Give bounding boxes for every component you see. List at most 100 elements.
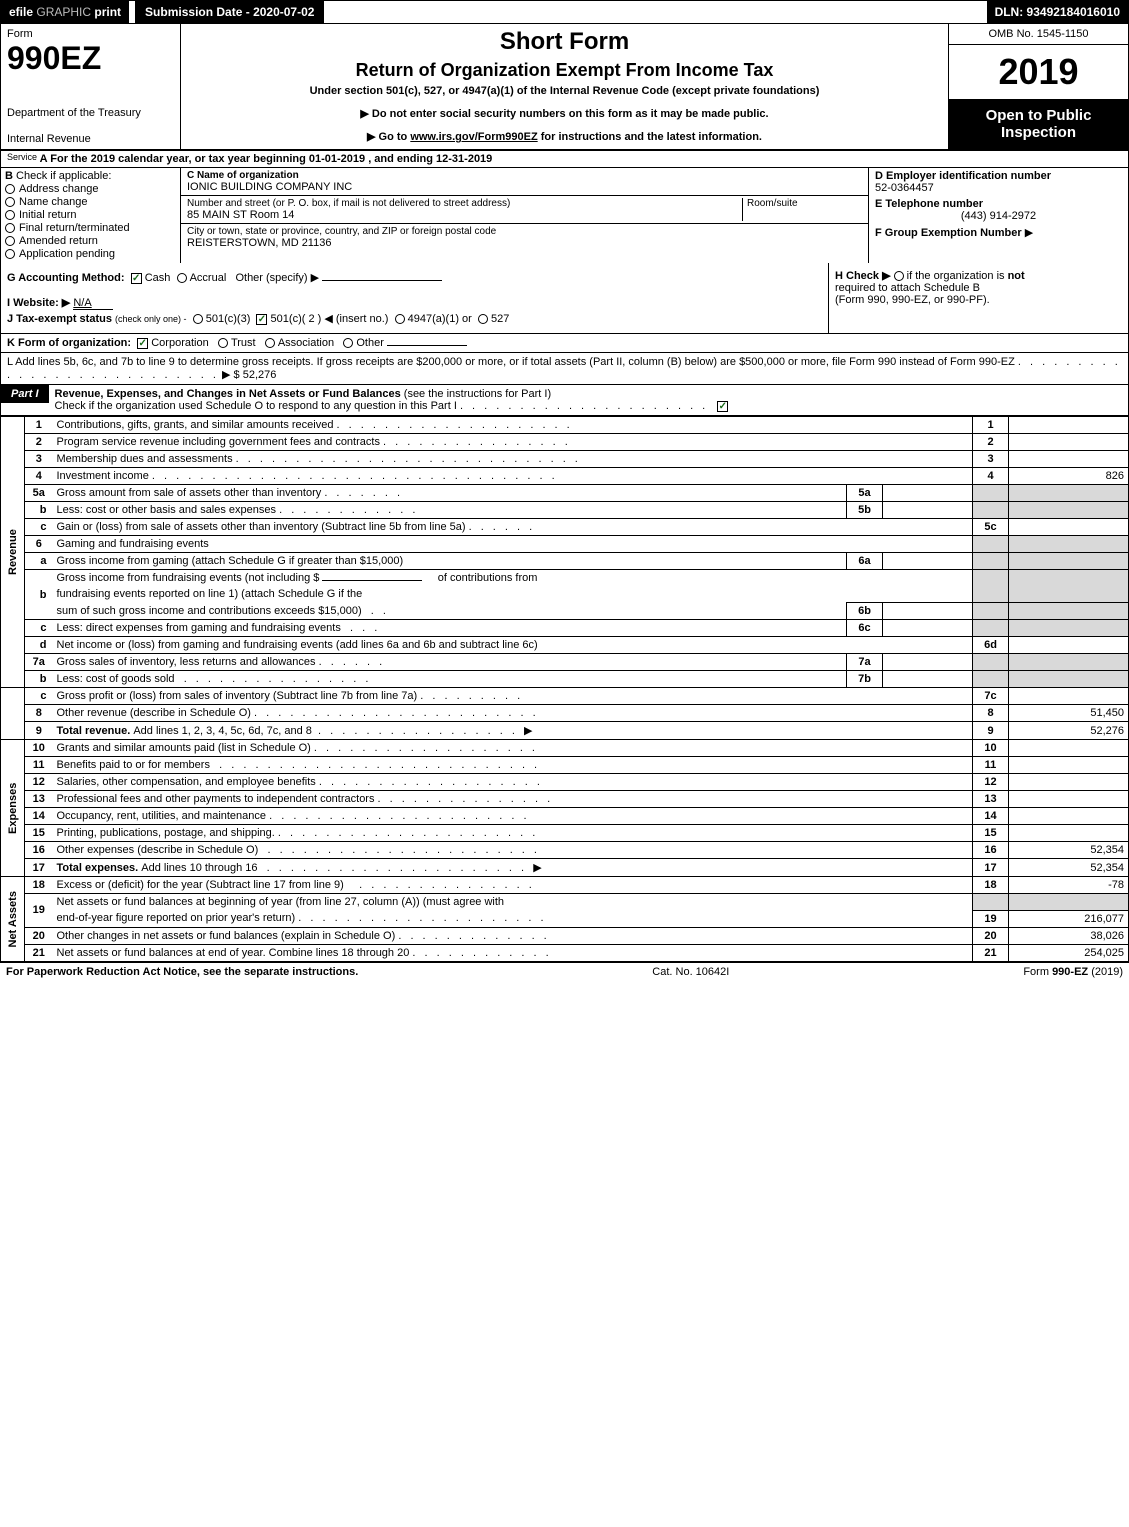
- form-subtitle: Under section 501(c), 527, or 4947(a)(1)…: [189, 85, 940, 97]
- line-1-num: 1: [25, 417, 53, 434]
- line-3-rnum: 3: [973, 451, 1009, 468]
- opt-initial-return[interactable]: Initial return: [5, 209, 176, 221]
- tax-year: 2019: [949, 45, 1128, 99]
- other-org-input[interactable]: [387, 345, 467, 346]
- side-revenue: Revenue: [1, 417, 25, 688]
- line-5a-rnum-grey: [973, 485, 1009, 502]
- dept-treasury: Department of the Treasury: [7, 107, 174, 119]
- line-3-desc: Membership dues and assessments . . . . …: [53, 451, 973, 468]
- checkbox-cash[interactable]: [131, 273, 142, 284]
- checkbox-corp[interactable]: [137, 338, 148, 349]
- opt-application-pending[interactable]: Application pending: [5, 248, 176, 260]
- radio-4947[interactable]: [395, 314, 405, 324]
- line-9-desc: Total revenue. Add lines 1, 2, 3, 4, 5c,…: [53, 722, 973, 740]
- line-11-rnum: 11: [973, 757, 1009, 774]
- line-5b-mv: [883, 502, 973, 519]
- opt-final-return[interactable]: Final return/terminated: [5, 222, 176, 234]
- line-6b-mv: [883, 603, 973, 620]
- other-input[interactable]: [322, 280, 442, 281]
- i-label: I Website: ▶: [7, 297, 70, 309]
- line-6-desc: Gaming and fundraising events: [53, 536, 973, 553]
- checkbox-schedule-o[interactable]: [717, 401, 728, 412]
- line-7c-rval: [1009, 688, 1129, 705]
- opt-label: Address change: [19, 183, 99, 195]
- radio-501c3[interactable]: [193, 314, 203, 324]
- line-7a-desc: Gross sales of inventory, less returns a…: [53, 654, 847, 671]
- circle-icon: [5, 197, 15, 207]
- line-5a-desc: Gross amount from sale of assets other t…: [53, 485, 847, 502]
- line-17-rnum: 17: [973, 859, 1009, 877]
- radio-527[interactable]: [478, 314, 488, 324]
- line-7c-rnum: 7c: [973, 688, 1009, 705]
- side-expenses: Expenses: [1, 740, 25, 877]
- line-19-rval: 216,077: [1009, 910, 1129, 927]
- line-18-desc: Excess or (deficit) for the year (Subtra…: [53, 877, 973, 894]
- line-18-num: 18: [25, 877, 53, 894]
- line-8-num: 8: [25, 705, 53, 722]
- line-10-num: 10: [25, 740, 53, 757]
- line-1-rval: [1009, 417, 1129, 434]
- section-l: L Add lines 5b, 6c, and 7b to line 9 to …: [0, 353, 1129, 384]
- line-15-num: 15: [25, 825, 53, 842]
- g-cash: Cash: [145, 272, 171, 284]
- radio-assoc[interactable]: [265, 338, 275, 348]
- section-def: D Employer identification number 52-0364…: [868, 168, 1128, 263]
- line-6a-rnum-grey: [973, 553, 1009, 570]
- h-radio[interactable]: [894, 271, 904, 281]
- opt-amended-return[interactable]: Amended return: [5, 235, 176, 247]
- line-21-num: 21: [25, 944, 53, 961]
- line-13-desc: Professional fees and other payments to …: [53, 791, 973, 808]
- line-5b-rnum-grey: [973, 502, 1009, 519]
- efile-print-button[interactable]: efile GRAPHIC print: [1, 1, 129, 23]
- h-line3: (Form 990, 990-EZ, or 990-PF).: [835, 294, 1122, 306]
- radio-accrual[interactable]: [177, 273, 187, 283]
- line-5b-num: b: [25, 502, 53, 519]
- opt-label: Final return/terminated: [19, 222, 130, 234]
- cal-text: For the 2019 calendar year, or tax year …: [50, 153, 492, 165]
- radio-other[interactable]: [343, 338, 353, 348]
- line-6d-rnum: 6d: [973, 637, 1009, 654]
- omb-number: OMB No. 1545-1150: [949, 24, 1128, 45]
- opt-address-change[interactable]: Address change: [5, 183, 176, 195]
- j-527: 527: [491, 313, 509, 325]
- line-6d-rval: [1009, 637, 1129, 654]
- opt-name-change[interactable]: Name change: [5, 196, 176, 208]
- g-accrual: Accrual: [190, 272, 227, 284]
- k-corp: Corporation: [151, 337, 208, 349]
- section-k: K Form of organization: Corporation Trus…: [0, 334, 1129, 353]
- part-1-check-line: Check if the organization used Schedule …: [55, 400, 457, 412]
- efile-label-2: GRAPHIC: [36, 5, 94, 19]
- form-header-left: Form 990EZ Department of the Treasury In…: [1, 24, 181, 149]
- line-4-num: 4: [25, 468, 53, 485]
- line-2-rnum: 2: [973, 434, 1009, 451]
- section-c: C Name of organization IONIC BUILDING CO…: [181, 168, 868, 263]
- e-label: E Telephone number: [875, 198, 1122, 210]
- line-11-rval: [1009, 757, 1129, 774]
- line-7b-rnum-grey: [973, 671, 1009, 688]
- checkbox-501c[interactable]: [256, 314, 267, 325]
- k-other: Other: [356, 337, 384, 349]
- form-table: Revenue 1 Contributions, gifts, grants, …: [0, 416, 1129, 962]
- radio-trust[interactable]: [218, 338, 228, 348]
- k-trust: Trust: [231, 337, 256, 349]
- line-20-desc: Other changes in net assets or fund bala…: [53, 927, 973, 944]
- line-6c-mv: [883, 620, 973, 637]
- line-5a-mn: 5a: [847, 485, 883, 502]
- irs-link[interactable]: www.irs.gov/Form990EZ: [410, 131, 537, 143]
- opt-label: Application pending: [19, 248, 115, 260]
- f-arrow-icon: ▶: [1025, 227, 1033, 239]
- line-14-num: 14: [25, 808, 53, 825]
- side-gap: [1, 688, 25, 705]
- line-6a-rval-grey: [1009, 553, 1129, 570]
- line-12-rval: [1009, 774, 1129, 791]
- line-15-rnum: 15: [973, 825, 1009, 842]
- irs-text: Internal Revenue: [7, 133, 91, 145]
- line-10-rnum: 10: [973, 740, 1009, 757]
- line-15-desc: Printing, publications, postage, and shi…: [53, 825, 973, 842]
- line-5c-rval: [1009, 519, 1129, 536]
- line-5a-num: 5a: [25, 485, 53, 502]
- line-16-rval: 52,354: [1009, 842, 1129, 859]
- b-label: B: [5, 170, 13, 182]
- k-assoc: Association: [278, 337, 334, 349]
- opt-label: Amended return: [19, 235, 98, 247]
